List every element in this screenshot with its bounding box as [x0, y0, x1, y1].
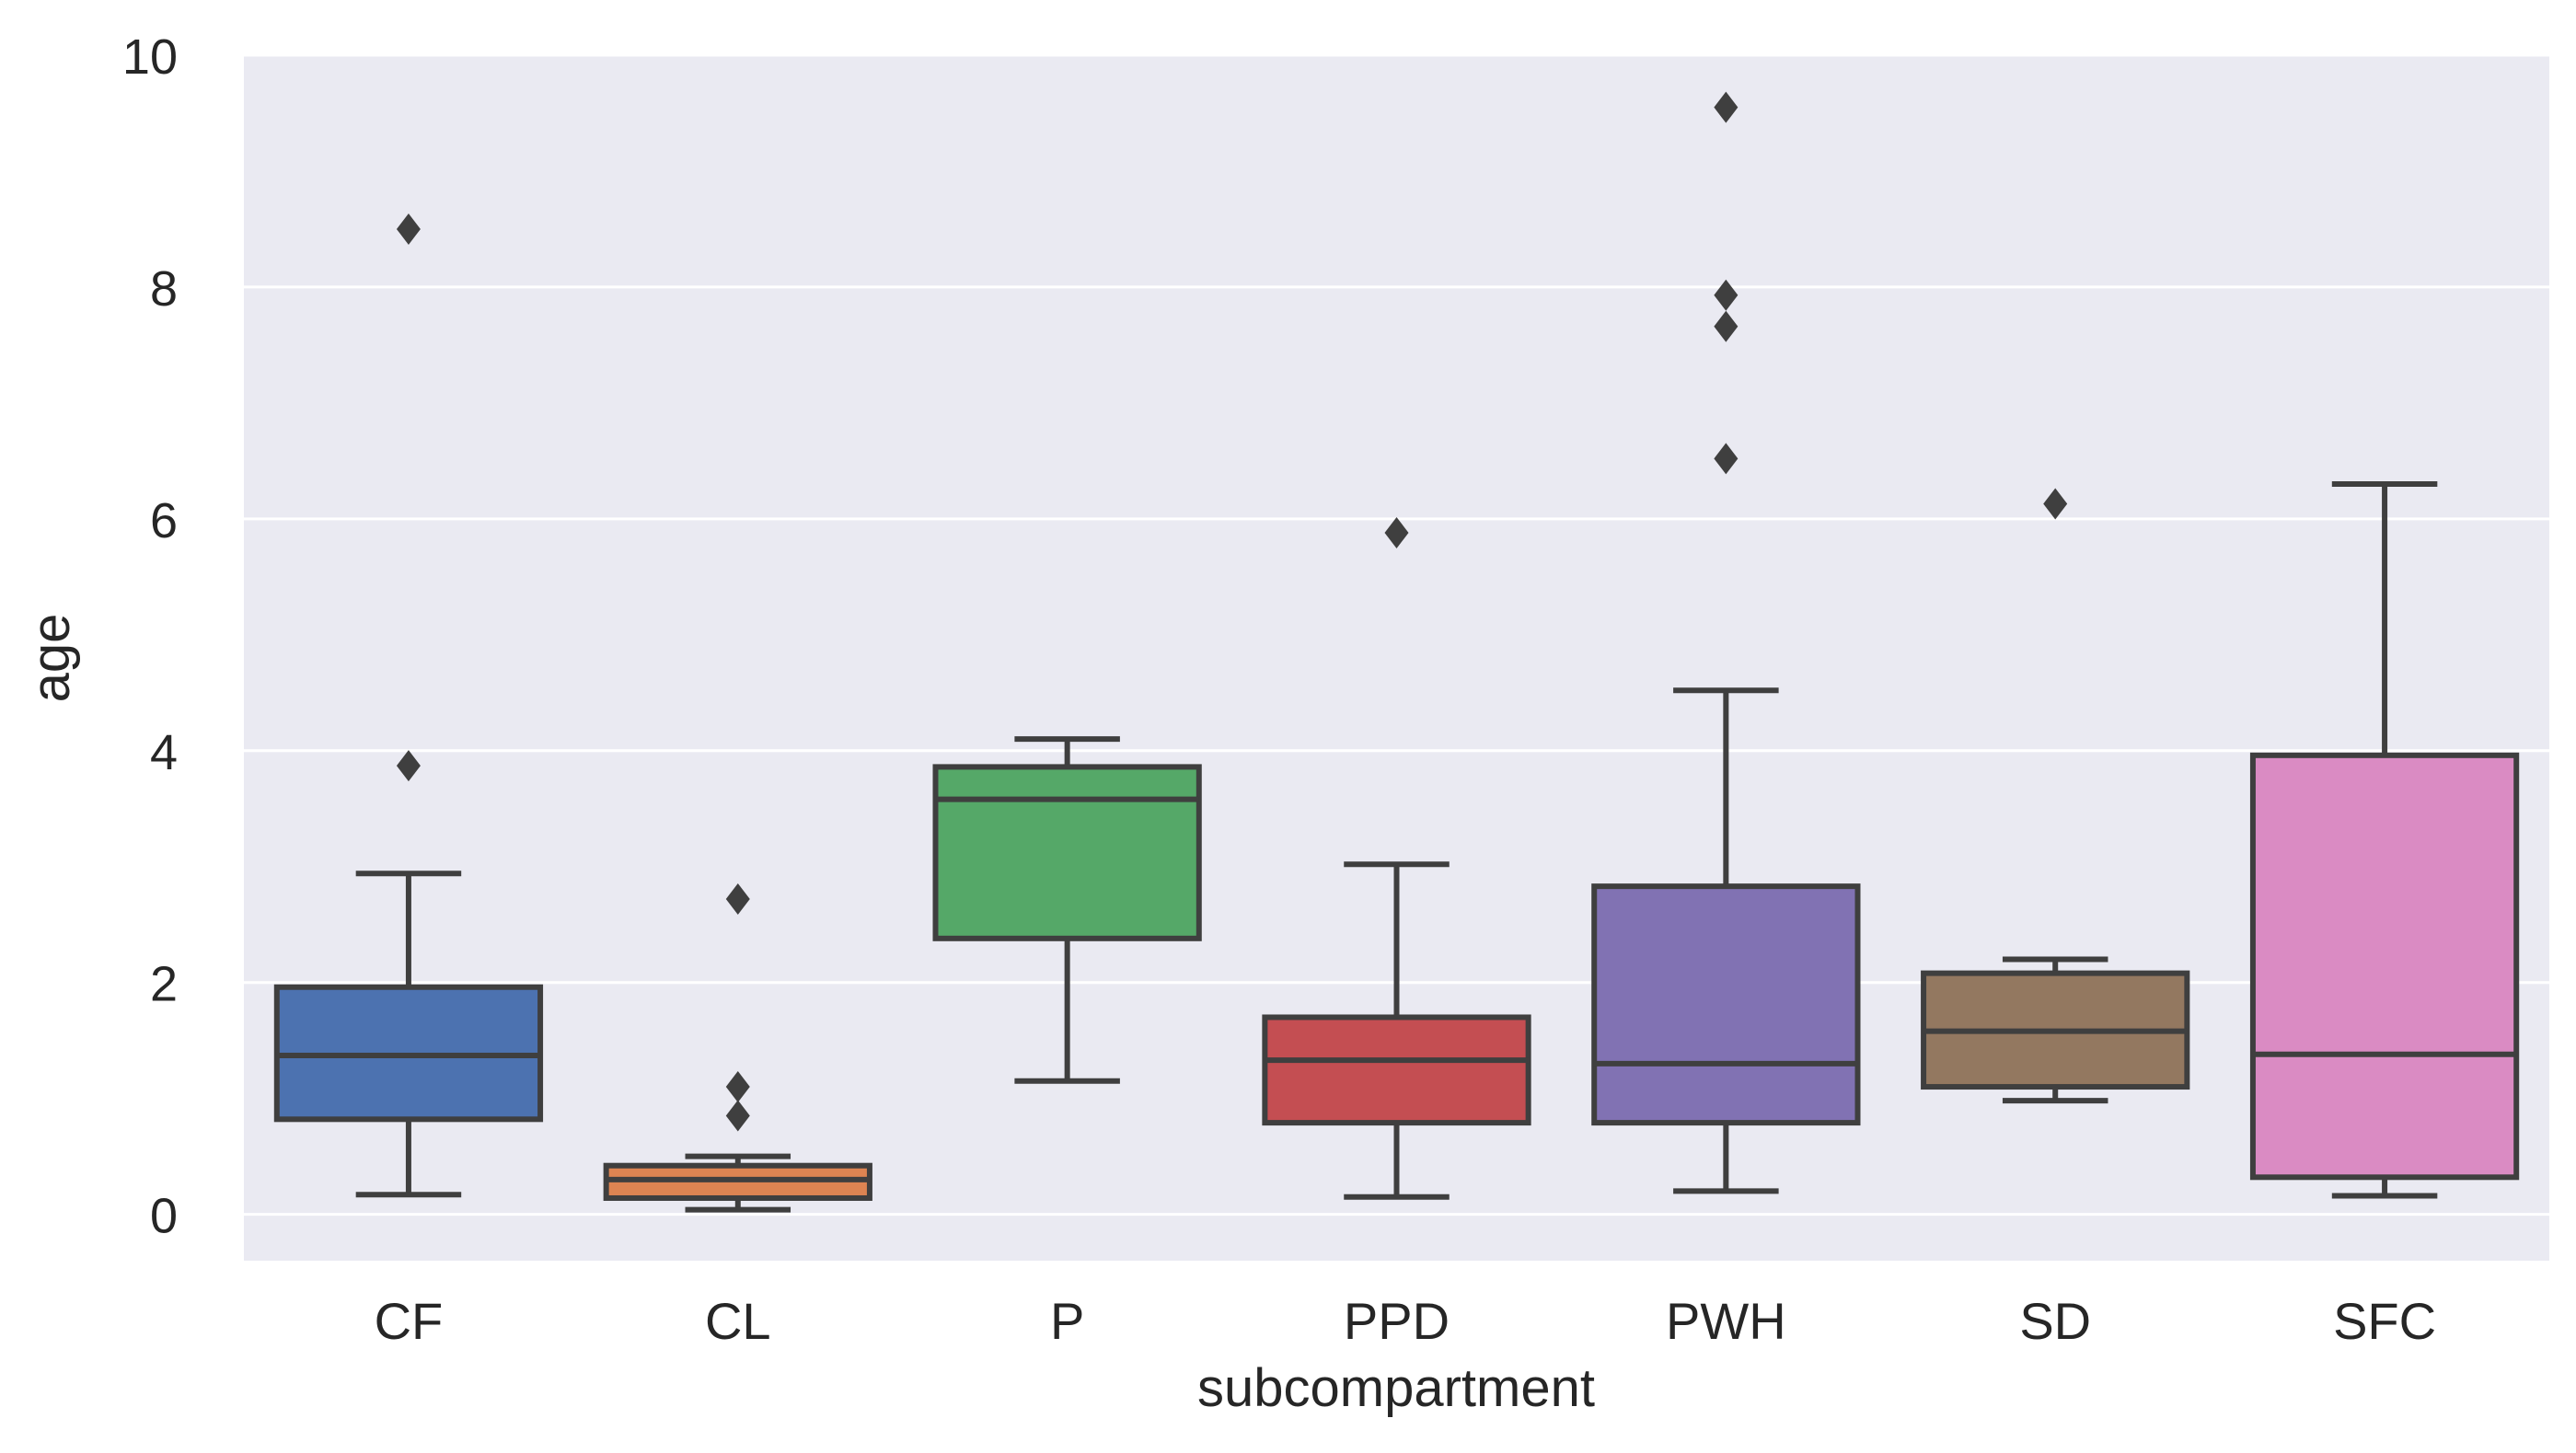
y-tick-label: 0 [150, 1189, 178, 1244]
x-tick-label: SD [2019, 1292, 2091, 1350]
outlier-point [725, 883, 750, 915]
x-tick-label: CF [375, 1292, 444, 1350]
x-axis-label: subcompartment [1197, 1358, 1595, 1418]
box-group-p [932, 736, 1202, 1084]
outlier-point [396, 213, 421, 245]
outlier-point [1714, 310, 1739, 342]
iqr-box [1262, 1014, 1531, 1126]
box-group-sfc [2249, 481, 2520, 1199]
y-tick-labels: 0 2 4 6 8 10 [122, 29, 178, 1244]
iqr-box [1591, 883, 1861, 1126]
y-tick-label: 2 [150, 957, 178, 1012]
box-group-cf [273, 213, 544, 1198]
x-tick-label: CL [705, 1292, 771, 1350]
box-group-sd [1921, 488, 2190, 1104]
y-tick-label: 6 [150, 493, 178, 548]
iqr-box [932, 764, 1202, 941]
outlier-point [2043, 488, 2068, 520]
x-tick-label: P [1050, 1292, 1084, 1350]
outlier-point [725, 1100, 750, 1132]
y-tick-label: 8 [150, 261, 178, 317]
y-tick-label: 10 [122, 29, 178, 85]
y-tick-label: 4 [150, 725, 178, 780]
outlier-point [1384, 516, 1409, 548]
iqr-box [2249, 752, 2520, 1181]
box-group-cl [603, 883, 872, 1213]
outlier-point [1714, 279, 1739, 311]
outlier-point [1714, 91, 1739, 123]
x-tick-label: PPD [1344, 1292, 1450, 1350]
x-tick-label: SFC [2333, 1292, 2436, 1350]
x-tick-labels: CF CL P PPD PWH SD SFC [375, 1292, 2436, 1350]
boxes [273, 91, 2520, 1213]
box-group-pwh [1591, 91, 1861, 1194]
outlier-point [1714, 443, 1739, 475]
outlier-point [725, 1071, 750, 1103]
y-axis-label: age [21, 614, 81, 703]
box-group-ppd [1262, 516, 1531, 1200]
x-tick-label: PWH [1666, 1292, 1786, 1350]
outlier-point [396, 750, 421, 782]
